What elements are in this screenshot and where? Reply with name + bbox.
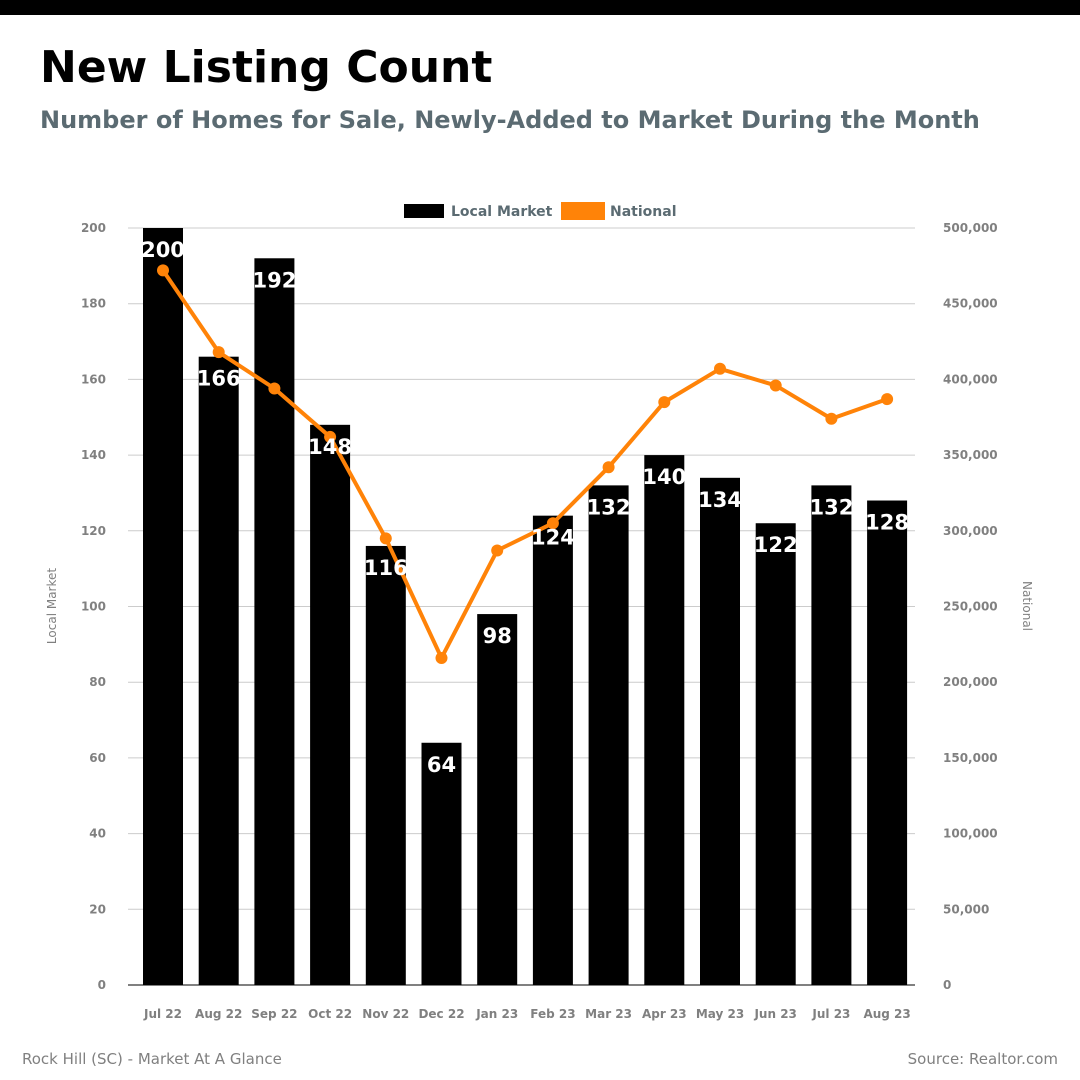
national-point xyxy=(769,379,782,392)
y-tick-label-left: 80 xyxy=(89,675,106,689)
bar-data-label: 132 xyxy=(809,495,853,519)
footer-market-name: Rock Hill (SC) - Market At A Glance xyxy=(22,1050,282,1068)
national-point xyxy=(714,362,726,375)
y-tick-label-right: 200,000 xyxy=(943,675,998,689)
national-point xyxy=(212,346,225,359)
bar-data-label: 98 xyxy=(483,624,512,648)
bar xyxy=(254,258,295,985)
x-tick-label: Jul 23 xyxy=(811,1007,850,1021)
x-tick-label: May 23 xyxy=(696,1007,744,1021)
bar-data-label: 140 xyxy=(642,465,686,489)
x-tick-label: Mar 23 xyxy=(585,1007,632,1021)
y-tick-label-right: 450,000 xyxy=(943,297,998,311)
x-tick-label: Aug 23 xyxy=(863,1007,910,1021)
national-line xyxy=(161,268,890,660)
national-point xyxy=(658,396,671,409)
bar xyxy=(532,515,573,985)
y-tick-label-right: 50,000 xyxy=(943,902,989,916)
x-tick-label: Sep 22 xyxy=(251,1007,297,1021)
bar xyxy=(143,228,183,985)
y-tick-label-right: 350,000 xyxy=(943,448,998,462)
legend: Local Market National xyxy=(404,202,677,220)
bar-data-label: 122 xyxy=(754,533,798,557)
y-tick-label-left: 200 xyxy=(81,221,106,235)
y-axis-right-label: National xyxy=(1020,581,1034,631)
bar xyxy=(755,523,796,985)
bar-data-label: 64 xyxy=(427,753,456,777)
axis-layer: 0 0 20 50,000 40 100,000 60 150,000 80 200,000 100… xyxy=(81,221,998,1021)
y-tick-label-left: 140 xyxy=(81,448,106,462)
bar xyxy=(198,356,239,985)
bar xyxy=(644,455,685,986)
x-tick-label: Dec 22 xyxy=(418,1007,464,1021)
national-point xyxy=(491,544,504,557)
national-point xyxy=(268,382,281,395)
national-point xyxy=(379,532,392,545)
y-tick-label-left: 160 xyxy=(81,372,106,386)
national-point xyxy=(881,393,894,406)
bar xyxy=(421,742,462,985)
y-tick-label-right: 300,000 xyxy=(943,524,998,538)
bar-data-label: 192 xyxy=(252,268,296,292)
legend-swatch-local-market xyxy=(404,204,444,218)
legend-label-national: National xyxy=(610,204,677,220)
label-layer: 200 166 192 148 116 64 98 124 132 140 134 122 132 128 xyxy=(141,238,909,777)
bar-data-label: 132 xyxy=(587,495,631,519)
bar xyxy=(867,500,908,985)
bar xyxy=(477,614,518,985)
x-tick-label: Jan 23 xyxy=(475,1007,518,1021)
bar xyxy=(588,485,629,985)
national-point xyxy=(825,412,838,425)
x-tick-label: Jun 23 xyxy=(753,1007,796,1021)
bar-data-label: 128 xyxy=(865,511,909,535)
x-tick-label: Jul 22 xyxy=(143,1007,182,1021)
bar xyxy=(700,477,740,985)
page-subtitle: Number of Homes for Sale, Newly-Added to… xyxy=(40,106,980,134)
x-tick-label: Aug 22 xyxy=(195,1007,242,1021)
y-tick-label-right: 400,000 xyxy=(943,372,998,386)
legend-label-local-market: Local Market xyxy=(451,204,553,220)
y-tick-label-right: 100,000 xyxy=(943,827,998,841)
y-tick-label-right: 250,000 xyxy=(943,600,998,614)
legend-swatch-national xyxy=(561,202,605,220)
line-layer xyxy=(157,264,894,664)
y-tick-label-left: 0 xyxy=(98,978,106,992)
y-tick-label-left: 120 xyxy=(81,524,106,538)
x-tick-label: Oct 22 xyxy=(308,1007,352,1021)
page-title: New Listing Count xyxy=(40,42,493,93)
bar-data-label: 148 xyxy=(308,435,352,459)
y-tick-label-right: 500,000 xyxy=(943,221,998,235)
bar-data-label: 124 xyxy=(531,526,575,550)
bar xyxy=(365,545,406,985)
x-tick-label: Apr 23 xyxy=(642,1007,687,1021)
y-tick-label-right: 150,000 xyxy=(943,751,998,765)
national-point xyxy=(324,430,337,443)
bar-layer xyxy=(143,228,908,986)
bar xyxy=(310,424,351,985)
bar-data-label: 200 xyxy=(141,238,185,262)
x-tick-label: Feb 23 xyxy=(530,1007,575,1021)
national-point xyxy=(546,517,559,530)
national-point xyxy=(435,651,448,664)
grid-layer xyxy=(128,227,915,910)
bar-data-label: 166 xyxy=(197,367,241,391)
bar xyxy=(811,485,852,985)
y-tick-label-left: 60 xyxy=(89,751,106,765)
y-tick-label-left: 180 xyxy=(81,297,106,311)
y-tick-label-left: 20 xyxy=(89,902,106,916)
bar-data-label: 134 xyxy=(698,488,742,512)
footer-source: Source: Realtor.com xyxy=(907,1050,1058,1068)
national-point xyxy=(602,461,615,474)
y-tick-label-left: 100 xyxy=(81,600,106,614)
bar-data-label: 116 xyxy=(364,556,408,580)
y-axis-left-label: Local Market xyxy=(45,568,59,644)
y-tick-label-left: 40 xyxy=(89,827,106,841)
national-point xyxy=(157,264,169,277)
y-tick-label-right: 0 xyxy=(943,978,951,992)
x-tick-label: Nov 22 xyxy=(362,1007,409,1021)
top-bar xyxy=(0,0,1080,15)
